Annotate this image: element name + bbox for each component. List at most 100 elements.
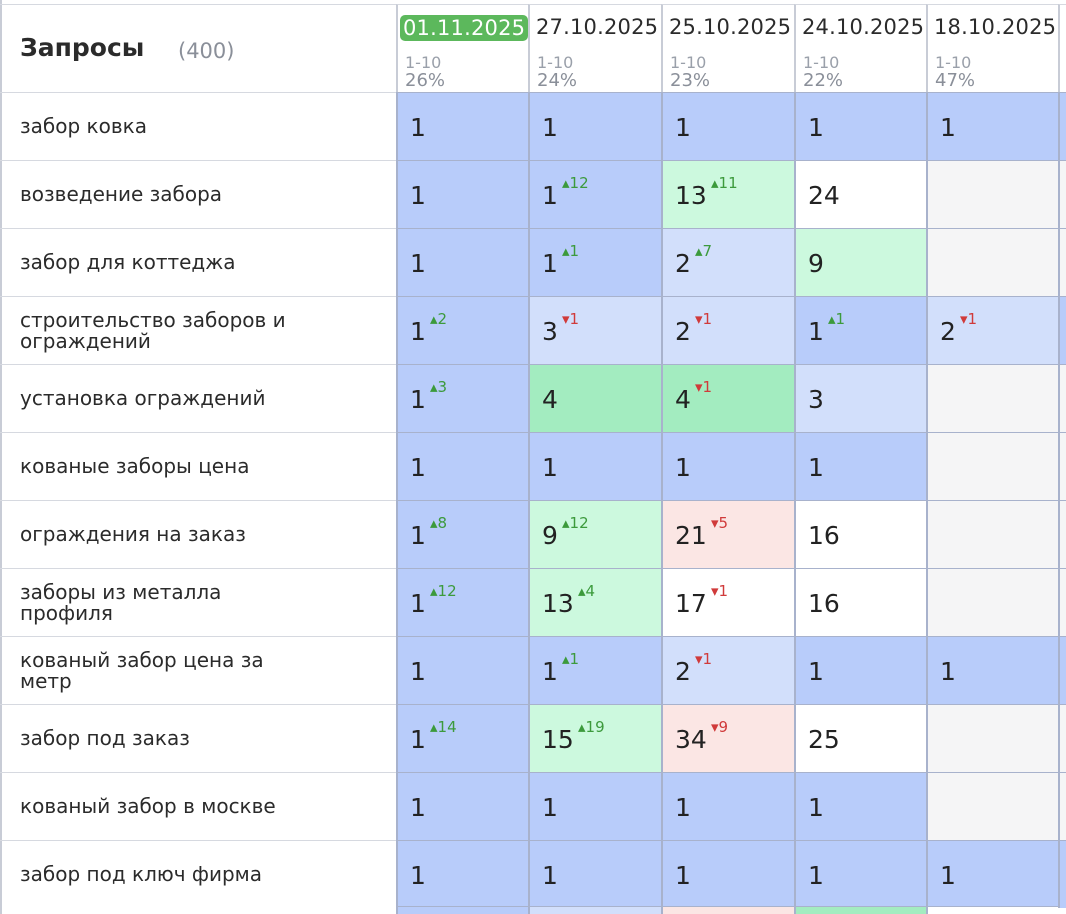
rank-cell[interactable] (926, 568, 1058, 636)
rank-cell[interactable] (926, 704, 1058, 772)
table-row: забор под ключ фирма 1 1 1 1 1 (0, 840, 1066, 908)
rank-cell[interactable]: 1 (396, 772, 528, 840)
delta-value: 12 (437, 582, 457, 600)
rank-cell[interactable]: 1 (794, 840, 926, 908)
rank-cell[interactable]: 1 (926, 92, 1058, 160)
rank-position: 1 (542, 249, 558, 278)
rank-cell[interactable] (926, 160, 1058, 228)
rank-cell[interactable]: 2 ▴7 (661, 228, 794, 296)
rank-cell[interactable]: 4 (528, 364, 661, 432)
query-label[interactable]: забор ковка (0, 92, 396, 160)
rank-cell[interactable]: 24 (794, 160, 926, 228)
rank-cell[interactable]: 2 ▾1 (661, 296, 794, 364)
rank-cell[interactable]: 4 ▾1 (661, 364, 794, 432)
rank-cell[interactable]: 1 (528, 840, 661, 908)
rank-cell[interactable]: 1 (528, 432, 661, 500)
rank-cell[interactable] (926, 364, 1058, 432)
rank-cell[interactable]: 1 (794, 772, 926, 840)
date-column-header[interactable]: 18.10.2025 1-10 47% (926, 4, 1058, 92)
rank-cell[interactable]: 17 ▾1 (661, 568, 794, 636)
rank-cell[interactable]: 1 (794, 432, 926, 500)
rank-cell[interactable]: 1 ▴1 (528, 636, 661, 704)
query-label[interactable]: забор под ключ фирма (0, 840, 396, 908)
query-label[interactable]: забор для коттеджа (0, 228, 396, 296)
rank-cell[interactable]: 1 (396, 636, 528, 704)
delta-value: 3 (437, 378, 448, 396)
date-column-header[interactable]: 27.10.2025 1-10 24% (528, 4, 661, 92)
delta-value: 12 (569, 514, 589, 532)
date-column-header[interactable]: 24.10.2025 1-10 22% (794, 4, 926, 92)
query-label[interactable]: возведение забора (0, 160, 396, 228)
query-label[interactable]: ограждения на заказ (0, 500, 396, 568)
rank-cell[interactable]: 1 (396, 228, 528, 296)
rank-cell[interactable]: 13 ▴4 (528, 568, 661, 636)
rank-cell[interactable]: 1 ▴14 (396, 704, 528, 772)
rank-down-delta: ▾1 (960, 310, 977, 328)
query-text: забор под заказ (20, 726, 190, 750)
rank-cell[interactable]: 1 (794, 92, 926, 160)
rank-position: 1 (410, 657, 426, 686)
rank-cell[interactable] (926, 772, 1058, 840)
rank-cell[interactable]: 1 (926, 636, 1058, 704)
query-label[interactable]: строительство заборов и ограждений (0, 296, 396, 364)
date-label[interactable]: 27.10.2025 (536, 15, 659, 39)
triangle-up-icon: ▴ (828, 310, 836, 328)
rank-cell[interactable]: 1 (794, 636, 926, 704)
rank-cell[interactable] (926, 228, 1058, 296)
rank-cell[interactable]: 1 (528, 772, 661, 840)
rank-cell[interactable]: 1 ▴2 (396, 296, 528, 364)
rank-cell[interactable]: 1 ▴8 (396, 500, 528, 568)
rank-position: 1 (808, 861, 824, 890)
rank-position: 17 (675, 589, 707, 618)
rank-cell[interactable]: 3 (794, 364, 926, 432)
rank-cell[interactable]: 1 (396, 840, 528, 908)
rank-cell[interactable]: 1 ▴1 (528, 228, 661, 296)
date-label[interactable]: 25.10.2025 (669, 15, 792, 39)
rank-cell[interactable]: 1 ▴12 (528, 160, 661, 228)
query-label[interactable]: заборы из металла профиля (0, 568, 396, 636)
rank-cell[interactable]: 1 (396, 92, 528, 160)
triangle-up-icon: ▴ (430, 514, 438, 532)
rank-cell[interactable]: 16 (794, 568, 926, 636)
rank-cell[interactable]: 1 ▴3 (396, 364, 528, 432)
date-column-header[interactable]: 25.10.2025 1-10 23% (661, 4, 794, 92)
date-column-header[interactable]: 01.11.2025 1-10 26% (396, 4, 529, 92)
delta-value: 19 (585, 718, 605, 736)
rank-cell[interactable]: 1 (396, 432, 528, 500)
rank-position: 1 (940, 861, 956, 890)
rank-cell[interactable]: 9 ▴12 (528, 500, 661, 568)
query-label[interactable]: установка ограждений (0, 364, 396, 432)
rank-cell[interactable]: 9 (794, 228, 926, 296)
rank-cell[interactable]: 1 (926, 840, 1058, 908)
rank-cell[interactable]: 2 ▾1 (661, 636, 794, 704)
query-label[interactable]: забор под заказ (0, 704, 396, 772)
rank-cell[interactable]: 34 ▾9 (661, 704, 794, 772)
rank-cell[interactable]: 2 ▾1 (926, 296, 1058, 364)
query-text: забор для коттеджа (20, 250, 236, 274)
rank-cell[interactable]: 1 (396, 160, 528, 228)
date-label[interactable]: 01.11.2025 (400, 15, 529, 41)
rank-cell[interactable]: 13 ▴11 (661, 160, 794, 228)
top-percent: 22% (803, 70, 844, 91)
rank-cell[interactable]: 1 (661, 432, 794, 500)
rank-cell[interactable]: 21 ▾5 (661, 500, 794, 568)
rank-cell[interactable]: 1 (661, 92, 794, 160)
rank-cell[interactable]: 1 (661, 772, 794, 840)
triangle-down-icon: ▾ (711, 718, 719, 736)
query-label[interactable]: кованые заборы цена (0, 432, 396, 500)
date-label[interactable]: 24.10.2025 (802, 15, 925, 39)
rank-cell[interactable]: 15 ▴19 (528, 704, 661, 772)
rank-cell[interactable]: 3 ▾1 (528, 296, 661, 364)
rank-cell[interactable]: 1 ▴12 (396, 568, 528, 636)
delta-value: 8 (437, 514, 448, 532)
rank-cell[interactable]: 1 ▴1 (794, 296, 926, 364)
rank-cell[interactable]: 1 (528, 92, 661, 160)
query-label[interactable]: кованый забор цена за метр (0, 636, 396, 704)
rank-cell[interactable] (926, 500, 1058, 568)
rank-cell[interactable]: 16 (794, 500, 926, 568)
query-label[interactable]: кованый забор в москве (0, 772, 396, 840)
date-label[interactable]: 18.10.2025 (934, 15, 1057, 39)
rank-cell[interactable] (926, 432, 1058, 500)
rank-cell[interactable]: 25 (794, 704, 926, 772)
rank-cell[interactable]: 1 (661, 840, 794, 908)
